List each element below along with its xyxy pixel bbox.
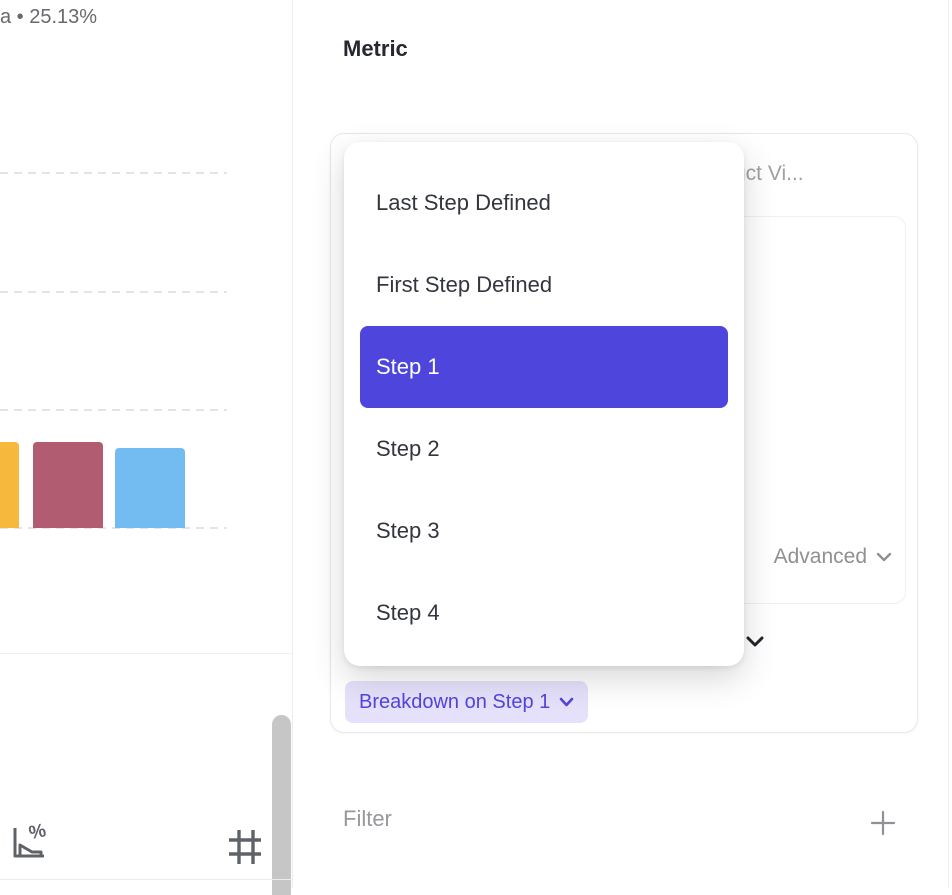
step-select-dropdown: Last Step Defined First Step Defined Ste… xyxy=(344,142,744,666)
filter-section-title: Filter xyxy=(343,806,392,831)
horizontal-divider xyxy=(0,653,293,654)
chevron-down-icon xyxy=(559,697,574,707)
dropdown-item-step-4[interactable]: Step 4 xyxy=(376,600,440,625)
event-name-label: uct Vi... xyxy=(734,162,804,185)
chevron-down-icon xyxy=(876,552,892,562)
plus-icon xyxy=(870,810,896,836)
breakdown-pill-label: Breakdown on Step 1 xyxy=(359,690,551,713)
chart-percent-icon[interactable]: % xyxy=(8,820,50,864)
svg-text:%: % xyxy=(27,820,48,844)
collapse-chevron-icon[interactable] xyxy=(746,636,764,648)
advanced-label: Advanced xyxy=(773,545,867,568)
hash-grid-icon[interactable] xyxy=(225,826,265,868)
dashed-gridline xyxy=(0,291,227,293)
advanced-toggle[interactable]: Advanced xyxy=(774,545,892,569)
series-legend-label: a • 25.13% xyxy=(0,6,98,28)
funnel-bar[interactable] xyxy=(115,448,185,528)
dashed-gridline xyxy=(0,409,227,411)
panel-edge-divider xyxy=(948,0,949,888)
add-filter-button[interactable] xyxy=(868,808,898,838)
scrollbar-thumb[interactable] xyxy=(272,715,291,895)
dropdown-item-step-3[interactable]: Step 3 xyxy=(376,518,440,543)
horizontal-divider xyxy=(0,879,293,880)
dashed-gridline xyxy=(0,172,227,174)
breakdown-pill-button[interactable]: Breakdown on Step 1 xyxy=(345,681,589,723)
metric-section-title: Metric xyxy=(343,36,408,61)
chart-panel: a • 25.13% % xyxy=(0,0,293,895)
dashed-gridline xyxy=(0,527,227,529)
dropdown-item-step-1[interactable]: Step 1 xyxy=(360,326,728,408)
funnel-bar[interactable] xyxy=(33,442,103,528)
dropdown-item-first-step-defined[interactable]: First Step Defined xyxy=(376,272,553,297)
dropdown-item-last-step-defined[interactable]: Last Step Defined xyxy=(376,190,551,215)
funnel-bar[interactable] xyxy=(0,442,19,528)
dropdown-item-step-2[interactable]: Step 2 xyxy=(376,436,440,461)
